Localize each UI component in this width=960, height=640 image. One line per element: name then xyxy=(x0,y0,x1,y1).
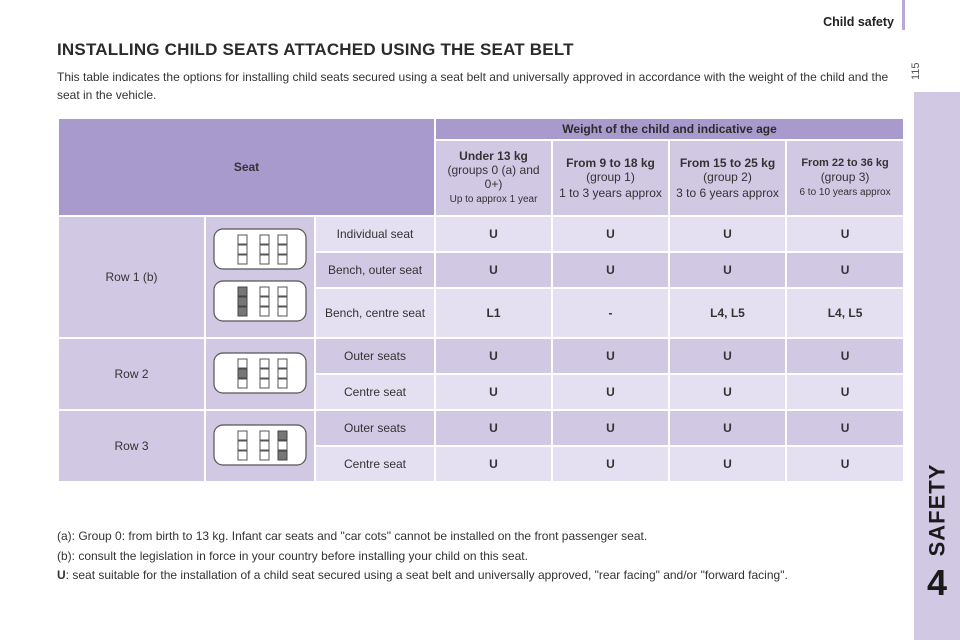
page-title: INSTALLING CHILD SEATS ATTACHED USING TH… xyxy=(57,40,574,59)
value-cell: U xyxy=(785,373,906,411)
value-cell: L1 xyxy=(434,287,554,339)
value-cell: L4, L5 xyxy=(785,287,906,339)
footnote-u: U: seat suitable for the installation of… xyxy=(57,568,788,582)
vehicle-diagram-row3 xyxy=(204,409,316,483)
value-cell: U xyxy=(785,251,906,289)
footnote-u-text: : seat suitable for the installation of … xyxy=(65,568,788,582)
value-cell: U xyxy=(434,251,554,289)
value-cell: U xyxy=(668,251,788,289)
value-cell: U xyxy=(668,373,788,411)
value-cell: U xyxy=(785,215,906,253)
seat-label: Outer seats xyxy=(313,409,437,447)
value-cell: U xyxy=(434,337,554,375)
footnote-a: (a): Group 0: from birth to 13 kg. Infan… xyxy=(57,529,648,543)
group-header: From 15 to 25 kg (group 2) 3 to 6 years ap… xyxy=(668,139,788,217)
value-cell: U xyxy=(551,373,671,411)
seat-label: Bench, outer seat xyxy=(313,251,437,289)
group-title: Under 13 kg xyxy=(459,149,528,163)
group-line1: (group 3) xyxy=(820,170,870,184)
value-cell: U xyxy=(668,445,788,483)
van-seating-icon xyxy=(213,423,307,466)
header-divider xyxy=(902,0,905,30)
row-label: Row 1 (b) xyxy=(57,215,206,339)
value-cell: U xyxy=(785,337,906,375)
value-cell: U xyxy=(434,215,554,253)
value-cell: - xyxy=(551,287,671,339)
van-seating-icon xyxy=(213,227,307,322)
value-cell: L4, L5 xyxy=(668,287,788,339)
group-line1: (groups 0 (a) and 0+) xyxy=(447,163,540,191)
chapter-label-text: SAFETY xyxy=(924,463,950,557)
footnote-u-key: U xyxy=(57,568,66,582)
group-line2: 3 to 6 years approx xyxy=(676,186,779,200)
value-cell: U xyxy=(434,445,554,483)
group-line2: Up to approx 1 year xyxy=(449,194,538,205)
page-number: 115 xyxy=(910,62,922,80)
group-title: From 15 to 25 kg xyxy=(679,156,776,170)
group-header: From 9 to 18 kg (group 1) 1 to 3 years app… xyxy=(551,139,671,217)
value-cell: U xyxy=(785,409,906,447)
value-cell: U xyxy=(434,409,554,447)
group-line1: (group 2) xyxy=(703,170,752,184)
value-cell: U xyxy=(434,373,554,411)
weight-header: Weight of the child and indicative age xyxy=(434,117,906,141)
chapter-side-tab xyxy=(914,92,960,640)
seat-header: Seat xyxy=(56,117,437,217)
value-cell: U xyxy=(668,215,788,253)
group-line1: (group 1) xyxy=(586,170,635,184)
section-title: Child safety xyxy=(823,15,894,29)
value-cell: U xyxy=(668,337,788,375)
vehicle-diagram-row1 xyxy=(204,215,316,339)
seat-label: Bench, centre seat xyxy=(313,287,437,339)
group-header: Under 13 kg (groups 0 (a) and 0+) Up to ap… xyxy=(434,139,554,217)
value-cell: U xyxy=(551,337,671,375)
van-seating-icon xyxy=(213,351,307,394)
footnote-b: (b): consult the legislation in force in… xyxy=(57,549,528,563)
child-seat-table: Seat Weight of the child and indicative … xyxy=(56,117,906,483)
vehicle-diagram-row2 xyxy=(204,337,316,411)
group-title: From 22 to 36 kg xyxy=(801,157,889,169)
chapter-number: 4 xyxy=(926,562,948,603)
row-label: Row 2 xyxy=(57,337,206,411)
chapter-label: SAFETY xyxy=(912,460,960,560)
group-title: From 9 to 18 kg xyxy=(566,156,655,170)
value-cell: U xyxy=(551,409,671,447)
value-cell: U xyxy=(668,409,788,447)
seat-label: Individual seat xyxy=(313,215,437,253)
group-line2: 6 to 10 years approx xyxy=(799,187,891,198)
value-cell: U xyxy=(785,445,906,483)
value-cell: U xyxy=(551,251,671,289)
value-cell: U xyxy=(551,215,671,253)
seat-label: Centre seat xyxy=(313,373,437,411)
row-label: Row 3 xyxy=(57,409,206,483)
group-line2: 1 to 3 years approx xyxy=(559,186,662,200)
group-header: From 22 to 36 kg (group 3) 6 to 10 years a… xyxy=(785,139,906,217)
intro-paragraph: This table indicates the options for ins… xyxy=(57,70,889,102)
seat-label: Centre seat xyxy=(313,445,437,483)
seat-label: Outer seats xyxy=(313,337,437,375)
value-cell: U xyxy=(551,445,671,483)
